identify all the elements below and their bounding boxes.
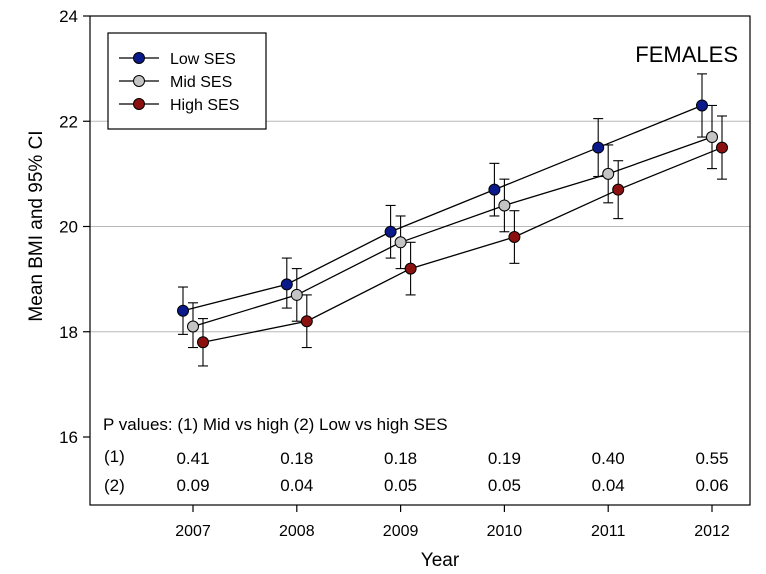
x-tick-label: 2011 [591,523,626,540]
gridlines [90,120,750,333]
legend-label: Mid SES [170,74,232,91]
series-low-ses [177,73,708,335]
data-point [706,131,718,144]
plot-frame [89,15,751,506]
x-tick-label: 2010 [487,523,523,540]
p-value: 0.09 [176,476,209,495]
data-point [384,225,397,238]
y-axis-title: Mean BMI and 95% CI [26,130,47,321]
p-row-label: (2) [104,476,125,495]
data-point [508,231,521,244]
y-axis: 16 18 20 22 24 [59,7,90,447]
y-tick-label: 18 [59,323,78,342]
series-mid-ses [187,104,718,349]
p-values-title: P values: (1) Mid vs high (2) Low vs hig… [103,415,448,434]
p-row-label: (1) [104,447,125,466]
p-value: 0.18 [384,449,417,468]
legend-label: High SES [170,97,239,114]
legend-marker [133,52,145,64]
data-point [187,320,199,333]
data-point [300,315,313,328]
series-line [202,146,723,343]
p-value: 0.19 [488,449,521,468]
p-value: 0.55 [695,449,728,468]
x-tick-label: 2009 [383,523,419,540]
series-high-ses [197,115,728,367]
legend: Low SES Mid SES High SES [107,32,267,130]
legend-marker [133,75,145,87]
p-value: 0.18 [280,449,313,468]
data-point [696,99,708,112]
data-point [177,304,189,317]
data-point [592,141,605,154]
legend-marker [133,98,145,110]
p-value: 0.40 [592,449,625,468]
p-value: 0.04 [592,476,625,495]
data-point [498,199,511,212]
series-line [192,136,713,328]
legend-item: Mid SES [119,74,232,91]
x-axis: 2007 2008 2009 2010 2011 2012 [175,505,730,540]
data-point [716,141,728,154]
data-point [488,183,501,196]
p-value: 0.05 [488,476,521,495]
y-tick-label: 24 [59,7,78,26]
legend-item: High SES [119,97,239,114]
data-point [394,236,407,249]
p-value: 0.41 [176,449,209,468]
p-values-annotation: P values: (1) Mid vs high (2) Low vs hig… [103,415,729,495]
p-value: 0.06 [695,476,728,495]
data-point [290,288,303,301]
data-point [197,336,209,349]
chart-title: FEMALES [635,42,738,67]
data-point [280,278,293,291]
p-value: 0.05 [384,476,417,495]
x-axis-title: Year [421,550,460,571]
x-tick-label: 2007 [175,523,211,540]
x-tick-label: 2012 [694,523,730,540]
data-point [602,167,615,180]
data-point [612,183,625,196]
data-point [404,262,417,275]
series-group [177,73,728,367]
y-tick-label: 16 [59,428,78,447]
x-tick-label: 2008 [279,523,315,540]
series-line [182,104,703,312]
p-value: 0.04 [280,476,313,495]
legend-label: Low SES [170,51,236,68]
y-tick-label: 22 [59,112,78,131]
legend-item: Low SES [119,51,236,68]
y-tick-label: 20 [59,218,78,237]
